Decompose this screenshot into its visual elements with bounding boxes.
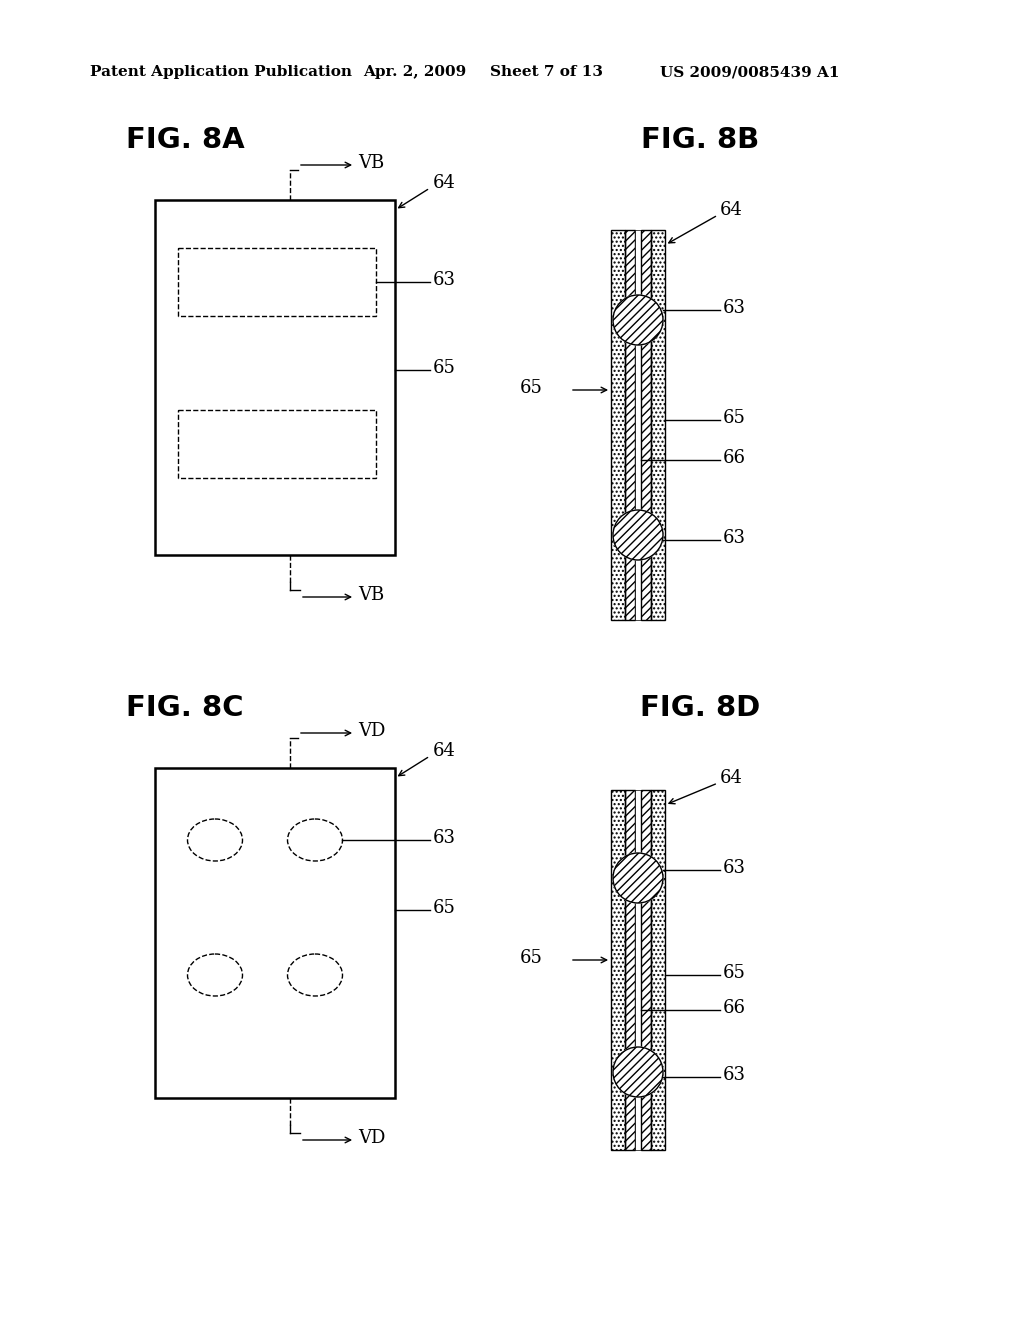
Text: 64: 64 [433,174,456,191]
Bar [611,230,625,620]
Text: ⅤB: ⅤB [358,586,384,605]
Text: 63: 63 [433,829,456,847]
Text: 65: 65 [433,899,456,917]
Bar [635,230,641,620]
Text: 63: 63 [723,1067,746,1084]
Text: ⅤD: ⅤD [358,722,385,741]
Text: 63: 63 [433,271,456,289]
Text: 65: 65 [520,949,543,968]
Text: 63: 63 [723,529,746,546]
Bar [625,230,635,620]
Text: 66: 66 [723,449,746,467]
Bar [651,789,665,1150]
Text: 64: 64 [720,201,742,219]
Text: Apr. 2, 2009: Apr. 2, 2009 [362,65,466,79]
Ellipse shape [288,954,342,997]
Ellipse shape [187,818,243,861]
Text: 63: 63 [723,300,746,317]
Ellipse shape [187,954,243,997]
Bar [625,789,635,1150]
Text: FIG. 8B: FIG. 8B [641,125,759,154]
Ellipse shape [288,818,342,861]
Text: ⅤD: ⅤD [358,1129,385,1147]
Bar [635,789,641,1150]
Bar [178,248,376,315]
Circle shape [613,510,663,560]
Bar [641,789,651,1150]
Text: 63: 63 [723,859,746,876]
Bar [178,411,376,478]
Circle shape [613,853,663,903]
Text: 65: 65 [723,964,745,982]
Circle shape [613,294,663,345]
Circle shape [613,1047,663,1097]
Text: Sheet 7 of 13: Sheet 7 of 13 [490,65,603,79]
Text: ⅤB: ⅤB [358,154,384,172]
Bar [611,789,625,1150]
Text: 64: 64 [433,742,456,760]
Text: 65: 65 [520,379,543,397]
Bar [155,768,395,1098]
Bar [641,230,651,620]
Text: 66: 66 [723,999,746,1016]
Text: US 2009/0085439 A1: US 2009/0085439 A1 [660,65,840,79]
Text: FIG. 8C: FIG. 8C [126,694,244,722]
Text: 64: 64 [720,770,742,787]
Text: Patent Application Publication: Patent Application Publication [90,65,352,79]
Text: 65: 65 [723,409,745,426]
Text: FIG. 8D: FIG. 8D [640,694,760,722]
Bar [155,201,395,554]
Bar [651,230,665,620]
Text: 65: 65 [433,359,456,378]
Text: FIG. 8A: FIG. 8A [126,125,245,154]
